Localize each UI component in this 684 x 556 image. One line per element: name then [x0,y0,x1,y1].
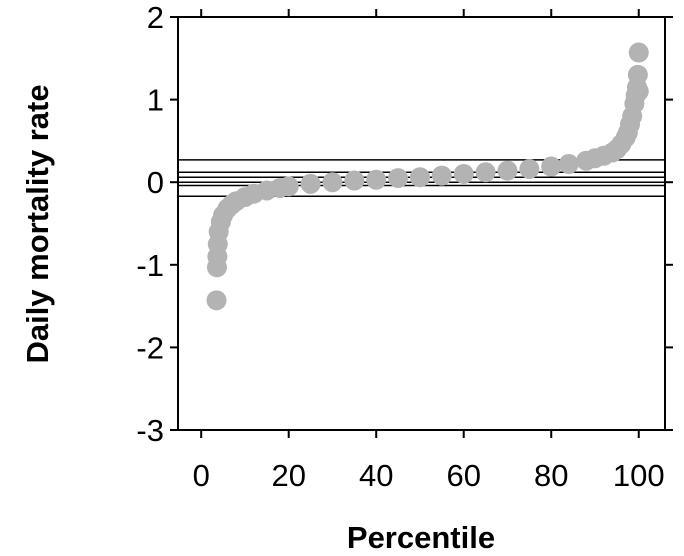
point [453,163,474,184]
point [409,167,430,188]
y-tick-label: 2 [147,0,164,35]
x-tick-label: 80 [534,458,568,493]
point [431,165,452,186]
point [519,158,540,179]
y-tick-label: -3 [136,413,164,448]
point [344,170,365,191]
point [206,290,227,311]
point [300,173,321,194]
x-tick-label: 40 [359,458,393,493]
point [541,156,562,177]
y-tick-label: 0 [147,165,164,200]
point [627,64,648,85]
point [628,42,649,63]
x-tick-label: 60 [446,458,480,493]
y-tick-label: -2 [136,330,164,365]
point [628,81,649,102]
point [322,172,343,193]
point [558,154,579,175]
x-tick-label: 0 [193,458,210,493]
plot-frame [177,16,666,431]
point [388,168,409,189]
x-axis-label: Percentile [347,520,495,555]
point [366,169,387,190]
point [278,176,299,197]
y-tick-label: -1 [136,248,164,283]
x-tick-label: 20 [271,458,305,493]
point [475,162,496,183]
y-axis-label: Daily mortality rate [20,84,55,363]
y-tick-label: 1 [147,83,164,118]
x-tick-label: 100 [613,458,665,493]
point [497,160,518,181]
